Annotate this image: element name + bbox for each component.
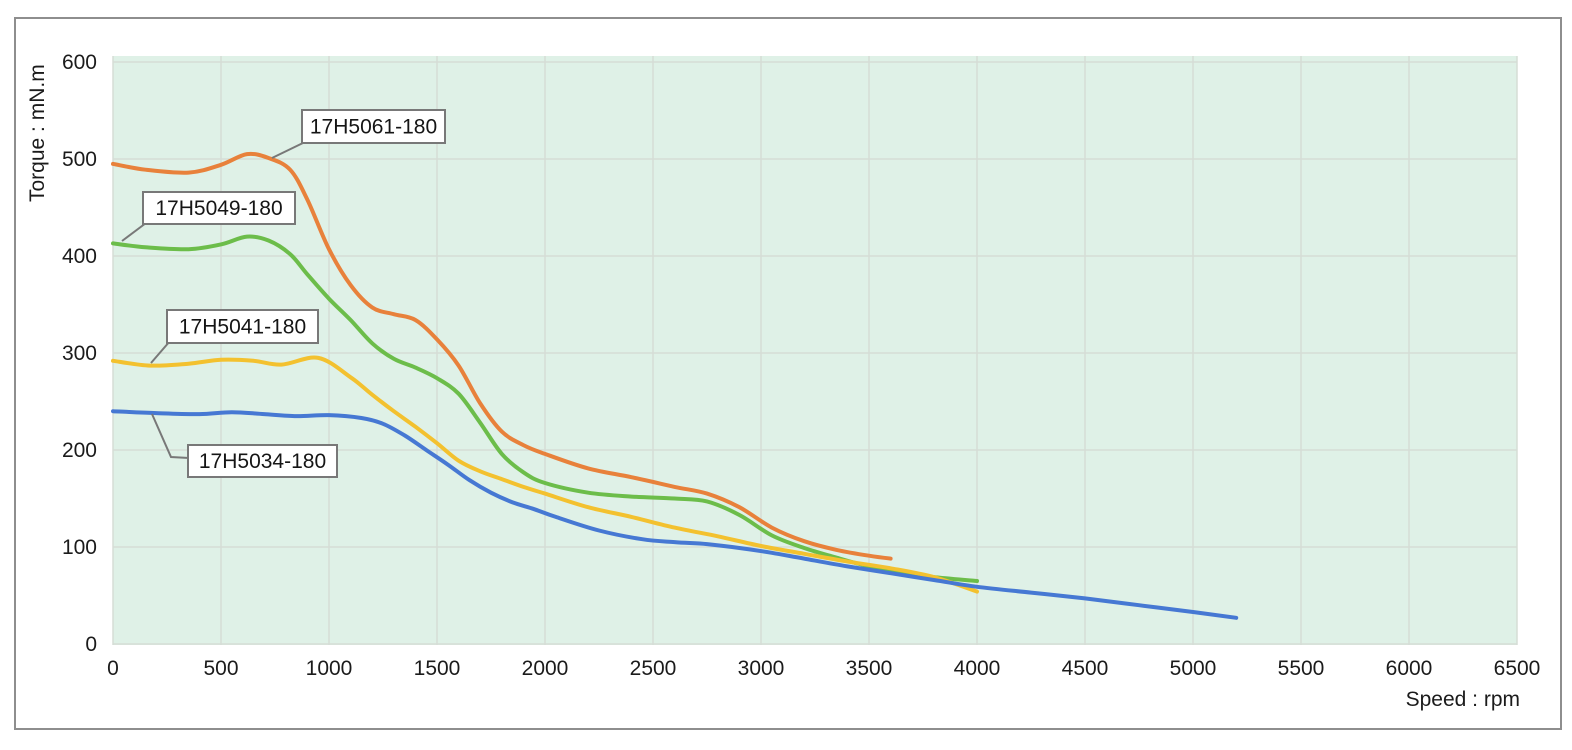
x-axis-tick-labels: 0 500 1000 1500 2000 2500 3000 3500 4000 4500 5000… xyxy=(107,657,1540,680)
y-tick-label: 0 xyxy=(85,633,97,656)
callout-leader-line xyxy=(150,340,171,364)
series-curves xyxy=(111,151,1239,620)
y-tick-label: 600 xyxy=(62,51,97,74)
y-axis-title: Torque : mN.m xyxy=(26,64,49,202)
curve-17H5034-180 xyxy=(111,409,1239,620)
y-tick-label: 100 xyxy=(62,536,97,559)
x-tick-label: 4500 xyxy=(1062,657,1109,680)
series-callout-labels: 17H5061-180 17H5049-180 17H5041-180 17H5034… xyxy=(121,109,446,478)
x-tick-label: 2000 xyxy=(522,657,569,680)
y-axis-tick-labels: 0 100 200 300 400 500 600 xyxy=(62,51,97,656)
y-tick-label: 400 xyxy=(62,245,97,268)
callout-leader-line xyxy=(151,413,190,459)
y-tick-label: 200 xyxy=(62,439,97,462)
callout-box xyxy=(187,444,338,478)
x-tick-label: 5000 xyxy=(1170,657,1217,680)
x-tick-label: 500 xyxy=(203,657,238,680)
y-tick-label: 500 xyxy=(62,148,97,171)
x-tick-label: 6000 xyxy=(1386,657,1433,680)
curve-17H5041-180 xyxy=(111,355,979,594)
callout-label-text: 17H5041-180 xyxy=(179,316,306,339)
callout-leader-line xyxy=(121,222,147,242)
callout-leader-line xyxy=(271,141,306,159)
curve-17H5049-180 xyxy=(111,234,979,583)
x-axis-title: Speed : rpm xyxy=(1406,688,1520,711)
series-label: 17H5049-180 xyxy=(121,191,296,242)
x-tick-label: 0 xyxy=(107,657,119,680)
callout-box xyxy=(166,309,319,344)
x-tick-label: 4000 xyxy=(954,657,1001,680)
y-tick-label: 300 xyxy=(62,342,97,365)
callout-box xyxy=(301,109,446,144)
x-tick-label: 1000 xyxy=(306,657,353,680)
series-label: 17H5041-180 xyxy=(150,309,319,364)
x-tick-label: 2500 xyxy=(630,657,677,680)
series-label: 17H5034-180 xyxy=(151,413,338,478)
x-tick-label: 3000 xyxy=(738,657,785,680)
callout-label-text: 17H5034-180 xyxy=(199,450,326,473)
gridlines xyxy=(112,56,1518,645)
callout-label-text: 17H5049-180 xyxy=(155,197,282,220)
x-tick-label: 5500 xyxy=(1278,657,1325,680)
x-tick-label: 1500 xyxy=(414,657,461,680)
callout-label-text: 17H5061-180 xyxy=(310,116,437,139)
x-tick-label: 6500 xyxy=(1494,657,1541,680)
series-label: 17H5061-180 xyxy=(271,109,446,159)
callout-box xyxy=(142,191,296,225)
curve-17H5061-180 xyxy=(111,151,893,561)
x-tick-label: 3500 xyxy=(846,657,893,680)
